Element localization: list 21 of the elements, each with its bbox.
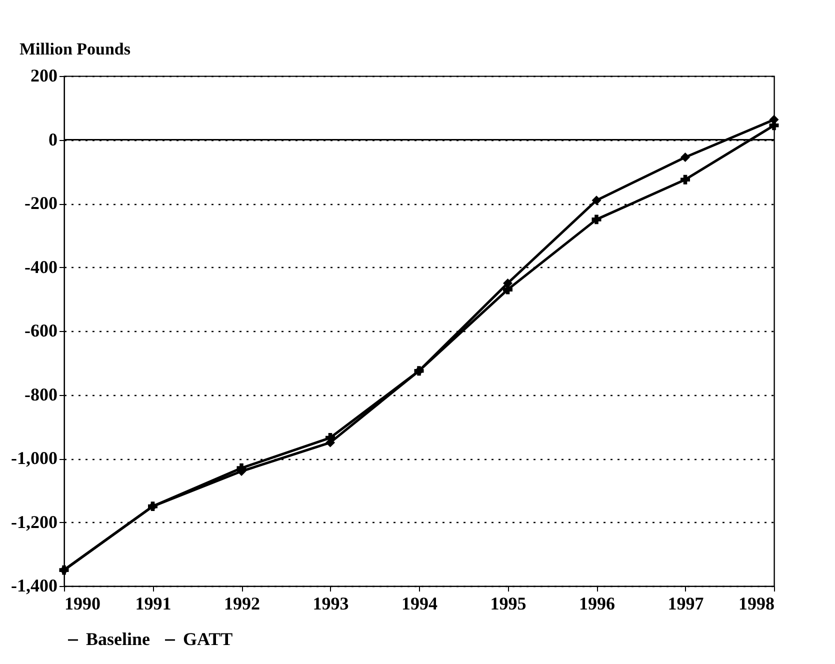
y-tick-label: -600 (24, 320, 58, 340)
x-tick-label: 1993 (312, 594, 349, 614)
x-tick-label: 1990 (64, 594, 100, 614)
y-tick-label: -1,400 (11, 576, 58, 596)
y-axis-title: Million Pounds (20, 40, 131, 58)
x-tick-label: 1994 (402, 594, 438, 614)
y-tick-label: -1,000 (11, 448, 58, 468)
y-tick-label: 200 (30, 66, 58, 86)
x-tick-label: 1997 (668, 594, 704, 614)
x-tick-label: 1992 (224, 594, 260, 614)
x-tick-label: 1998 (738, 594, 774, 614)
x-tick-label: 1991 (135, 594, 172, 614)
y-tick-label: -800 (24, 384, 58, 404)
legend-label: Baseline (86, 629, 150, 649)
y-tick-label: 0 (48, 129, 58, 150)
x-tick-label: 1996 (579, 594, 615, 614)
y-tick-label: -200 (24, 193, 58, 213)
y-tick-label: -400 (24, 256, 58, 277)
x-tick-label: 1995 (490, 594, 526, 614)
y-tick-label: -1,200 (11, 512, 58, 532)
legend-label: GATT (183, 629, 233, 649)
